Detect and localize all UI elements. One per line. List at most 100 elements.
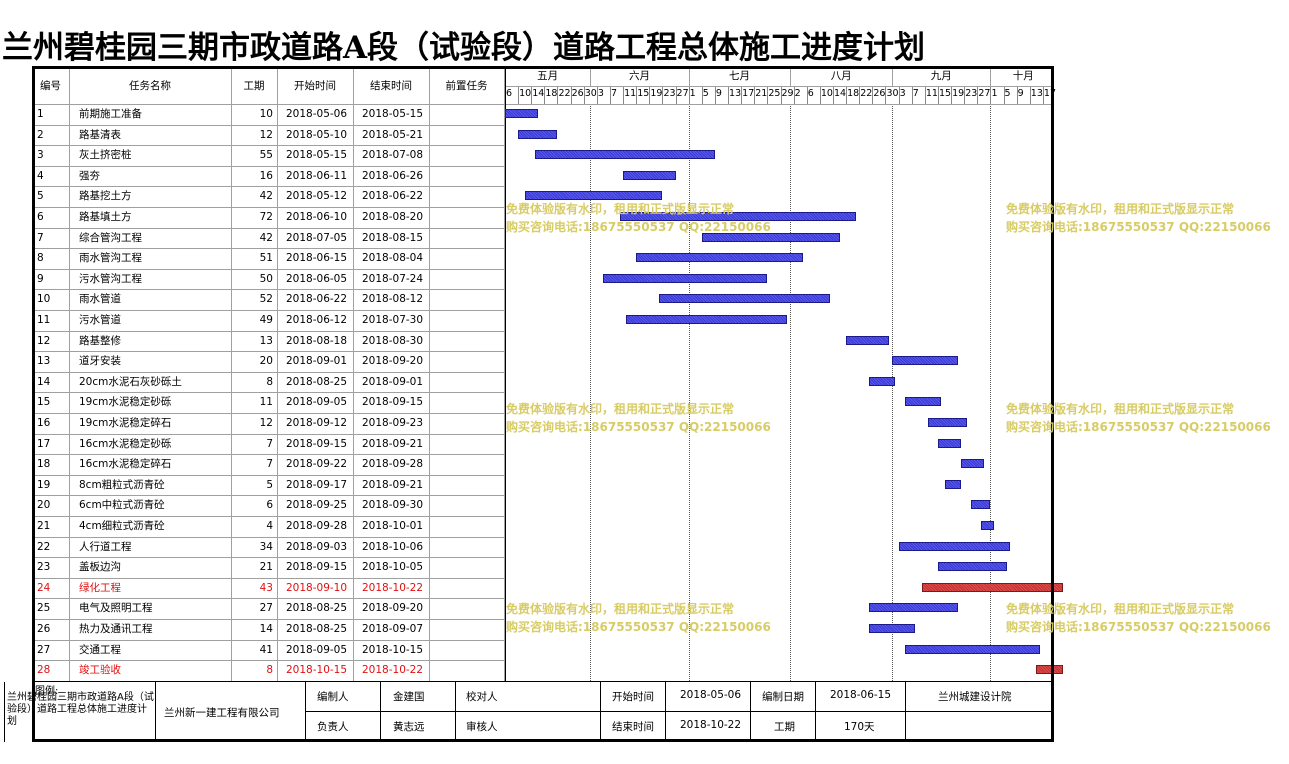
task-duration: 20 [259, 355, 273, 368]
task-start: 2018-08-25 [286, 623, 348, 635]
row-divider [32, 660, 504, 662]
task-name: 人行道工程 [79, 540, 132, 553]
month-divider [892, 66, 894, 86]
footer-end: 2018-10-22 [680, 719, 742, 731]
gantt-bar [892, 356, 958, 366]
row-divider [32, 268, 504, 270]
day-label: 5 [702, 88, 709, 99]
watermark: 免费体验版有水印，租用和正式版显示正常 购买咨询电话:18675550537 QQ… [506, 402, 771, 434]
task-duration: 8 [266, 664, 273, 677]
day-label: 6 [807, 88, 814, 99]
task-end: 2018-08-20 [362, 211, 424, 223]
day-label: 19 [650, 88, 663, 99]
gantt-bar [636, 253, 804, 263]
column-divider [505, 66, 506, 681]
task-name: 热力及通讯工程 [79, 623, 153, 635]
header-predecessor: 前置任务 [445, 80, 488, 92]
month-gridline [590, 104, 592, 681]
day-divider [793, 86, 795, 104]
column-divider [277, 66, 278, 681]
task-name: 前期施工准备 [79, 108, 142, 120]
day-divider [596, 86, 598, 104]
gantt-bar [937, 562, 1007, 572]
gantt-bar [524, 191, 663, 201]
day-label: 13 [729, 88, 742, 99]
row-divider [32, 598, 504, 600]
row-divider [32, 207, 504, 208]
row-divider [32, 392, 504, 394]
month-divider [790, 66, 792, 86]
header-bottom [32, 104, 1051, 105]
day-divider [754, 86, 756, 104]
task-start: 2018-06-05 [286, 272, 348, 285]
task-start: 2018-09-15 [286, 561, 348, 574]
row-divider [32, 577, 504, 579]
day-divider [819, 86, 821, 104]
task-end: 2018-06-26 [362, 169, 424, 182]
gantt-bar [898, 541, 1011, 551]
task-duration: 7 [266, 437, 273, 450]
row-divider [32, 310, 504, 311]
task-end: 2018-05-15 [362, 108, 424, 120]
task-duration: 27 [259, 602, 273, 615]
day-divider [1042, 86, 1044, 104]
day-label: 17 [742, 88, 755, 99]
task-name: 竣工验收 [79, 664, 121, 677]
task-start: 2018-10-15 [286, 664, 348, 677]
task-end: 2018-10-22 [362, 581, 424, 594]
task-duration: 42 [259, 231, 273, 244]
task-duration: 7 [266, 458, 273, 471]
day-divider [688, 86, 690, 104]
task-name: 路基挖土方 [79, 190, 132, 203]
leader-label: 负责人 [317, 721, 349, 733]
footer-divider [750, 682, 751, 740]
month-gridline [990, 104, 992, 681]
task-start: 2018-09-10 [286, 581, 348, 594]
gantt-bar [534, 150, 715, 160]
task-id: 15 [37, 396, 51, 409]
task-end: 2018-07-30 [362, 314, 424, 326]
task-start: 2018-05-15 [286, 149, 348, 162]
day-label: 25 [768, 88, 781, 99]
task-start: 2018-08-25 [286, 602, 348, 615]
task-duration: 12 [259, 128, 273, 141]
task-duration: 12 [259, 417, 273, 429]
task-end: 2018-09-30 [362, 499, 424, 512]
day-label: 9 [1017, 88, 1024, 99]
task-name: 路基填土方 [79, 211, 132, 223]
task-name: 盖板边沟 [79, 561, 121, 574]
task-duration: 21 [259, 561, 273, 574]
footer-divider [600, 682, 601, 740]
gantt-bar [970, 500, 991, 510]
day-divider [898, 86, 900, 104]
day-label: 10 [519, 88, 532, 99]
task-id: 28 [37, 664, 51, 677]
task-id: 11 [37, 314, 51, 326]
task-start: 2018-08-18 [286, 334, 348, 347]
footer-end-label: 结束时间 [612, 721, 654, 733]
task-id: 5 [37, 190, 44, 203]
task-id: 1 [37, 108, 44, 120]
day-label: 13 [1030, 88, 1043, 99]
row-divider [32, 248, 504, 250]
task-name: 强夯 [79, 169, 100, 182]
day-label: 2 [794, 88, 801, 99]
checker-label: 校对人 [466, 691, 498, 703]
month-label: 七月 [729, 70, 750, 82]
day-divider [990, 86, 992, 104]
column-divider [231, 66, 232, 681]
day-divider [859, 86, 861, 104]
month-divider [688, 66, 690, 86]
gantt-bar [869, 624, 915, 633]
day-label: 22 [558, 88, 571, 99]
month-label: 十月 [1012, 70, 1034, 82]
reviewer-label: 审核人 [466, 721, 498, 733]
footer-divider [665, 682, 666, 740]
task-id: 22 [37, 540, 51, 553]
row-divider [32, 330, 504, 332]
row-divider [32, 186, 504, 188]
day-divider [609, 86, 611, 104]
row-divider [32, 145, 504, 147]
watermark: 免费体验版有水印，租用和正式版显示正常 购买咨询电话:18675550537 QQ… [1006, 602, 1271, 634]
column-divider [429, 66, 430, 681]
